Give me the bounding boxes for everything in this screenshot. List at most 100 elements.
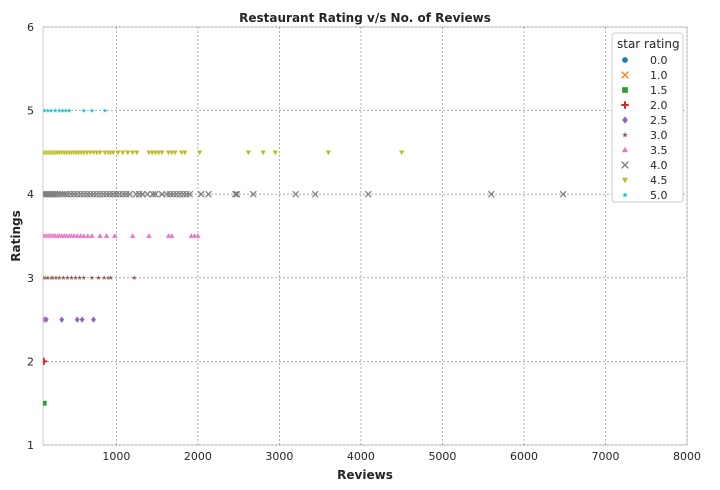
data-point xyxy=(158,150,166,156)
y-tick-label: 2 xyxy=(27,355,34,368)
data-point xyxy=(109,150,117,156)
data-point xyxy=(149,190,157,198)
legend-entry-label: 1.5 xyxy=(650,84,668,97)
data-point xyxy=(111,232,118,239)
x-tick-label: 4000 xyxy=(347,450,375,463)
data-point xyxy=(488,190,495,198)
data-point xyxy=(259,150,267,156)
data-point xyxy=(74,315,81,324)
data-point xyxy=(171,150,179,156)
plot-area xyxy=(42,26,688,446)
data-point xyxy=(292,190,299,198)
x-axis-label: Reviews xyxy=(337,468,393,482)
legend-entry-label: 2.0 xyxy=(650,99,668,112)
x-tick-label: 6000 xyxy=(510,450,538,463)
data-point xyxy=(114,150,122,156)
legend-entry-label: 3.5 xyxy=(650,144,668,157)
chart-title: Restaurant Rating v/s No. of Reviews xyxy=(239,11,491,25)
data-point xyxy=(196,150,203,156)
legend-marker xyxy=(621,56,629,64)
data-point xyxy=(245,150,252,156)
legend-marker xyxy=(621,191,629,199)
data-point xyxy=(124,150,131,156)
data-point xyxy=(139,190,146,198)
y-tick-label: 5 xyxy=(27,105,34,118)
data-point xyxy=(96,150,104,156)
x-tick-label: 7000 xyxy=(591,450,619,463)
data-point xyxy=(129,150,136,156)
x-tick-label: 2000 xyxy=(184,450,212,463)
data-point xyxy=(61,190,69,198)
data-point xyxy=(205,190,212,198)
data-point xyxy=(56,190,64,198)
data-point xyxy=(90,315,97,324)
x-tick-label: 3000 xyxy=(265,450,293,463)
data-point xyxy=(365,190,372,198)
data-point xyxy=(88,107,96,114)
legend-entry-label: 0.0 xyxy=(650,54,668,67)
data-point xyxy=(152,190,159,198)
legend-frame xyxy=(611,32,684,203)
data-point xyxy=(65,107,73,114)
data-point xyxy=(59,190,66,198)
data-point xyxy=(129,232,136,239)
legend-entry-label: 3.0 xyxy=(650,129,668,142)
data-point xyxy=(398,150,405,156)
x-ticks: 1000 2000 3000 4000 5000 6000 7000 8000 xyxy=(102,450,701,463)
data-point xyxy=(131,274,138,281)
data-point xyxy=(194,232,201,239)
y-tick-label: 3 xyxy=(27,272,34,285)
grid xyxy=(43,26,688,446)
data-point xyxy=(96,232,104,239)
data-point xyxy=(312,190,319,198)
legend-marker xyxy=(621,177,629,184)
data-point xyxy=(107,274,114,281)
y-ticks: 1 2 3 4 5 6 xyxy=(27,21,34,452)
data-point xyxy=(145,232,153,239)
legend-marker xyxy=(621,86,629,94)
data-point xyxy=(58,315,65,324)
data-point xyxy=(325,150,332,156)
data-point xyxy=(88,274,96,281)
y-axis-label: Ratings xyxy=(9,210,23,261)
data-point xyxy=(80,232,87,239)
legend-entry-label: 5.0 xyxy=(650,189,668,202)
data-points xyxy=(43,107,567,406)
data-point xyxy=(80,107,88,114)
data-point xyxy=(54,190,61,198)
data-point xyxy=(84,232,91,239)
x-tick-label: 5000 xyxy=(428,450,456,463)
data-point xyxy=(119,150,127,156)
data-point xyxy=(186,190,193,198)
y-tick-label: 1 xyxy=(27,439,34,452)
data-point xyxy=(272,150,279,156)
data-point xyxy=(43,315,50,324)
data-point xyxy=(126,190,133,198)
data-point xyxy=(133,150,140,156)
legend: star rating 0.0 1.0 1.5 2.0 2.5 3.0 3.5 4.0 4.5 5… xyxy=(611,32,684,203)
data-point xyxy=(101,107,109,114)
legend-marker xyxy=(621,115,629,125)
legend-entry-label: 1.0 xyxy=(650,69,668,82)
legend-entry-label: 4.5 xyxy=(650,174,668,187)
y-tick-label: 4 xyxy=(27,188,34,201)
data-point xyxy=(144,190,151,198)
data-point xyxy=(103,232,110,239)
data-point xyxy=(559,190,567,198)
data-point xyxy=(43,357,48,365)
legend-title: star rating xyxy=(617,37,680,51)
legend-marker xyxy=(621,71,629,79)
data-point xyxy=(95,274,102,281)
data-point xyxy=(233,190,241,198)
data-point xyxy=(88,232,96,239)
data-point xyxy=(158,190,166,198)
data-point xyxy=(232,190,239,198)
data-point xyxy=(197,190,205,198)
data-point xyxy=(80,274,88,281)
data-point xyxy=(79,315,85,324)
x-tick-label: 1000 xyxy=(102,450,130,463)
legend-marker xyxy=(621,161,629,169)
legend-marker xyxy=(621,101,629,109)
legend-marker xyxy=(621,131,629,139)
